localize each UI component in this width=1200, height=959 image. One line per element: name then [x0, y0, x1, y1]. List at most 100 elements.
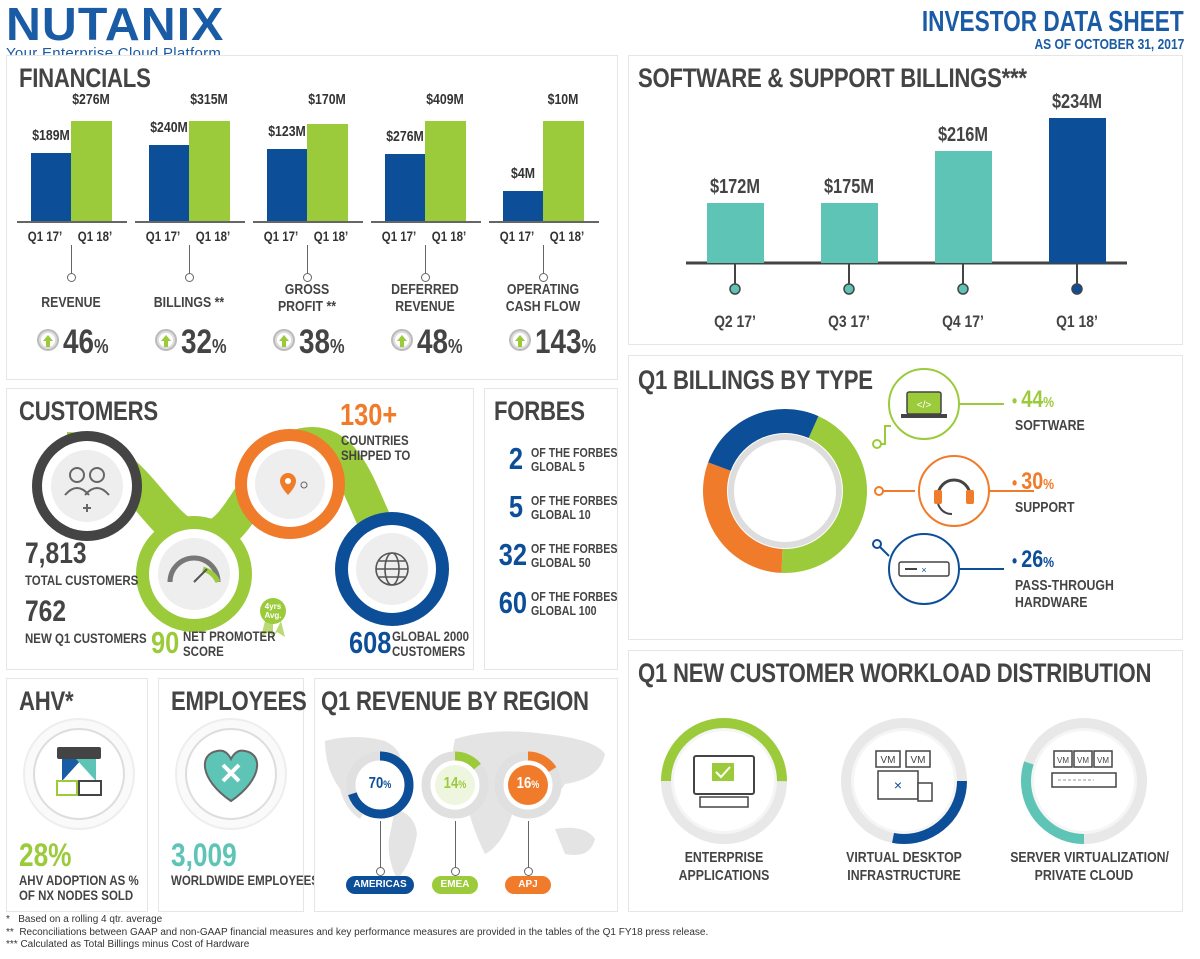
employees-value: 3,009: [171, 837, 237, 873]
svg-text:</>: </>: [917, 400, 932, 411]
vm-label: VM: [881, 755, 896, 766]
customers-title: CUSTOMERS: [19, 396, 158, 426]
svg-text:×: ×: [921, 565, 926, 575]
region-pct-value: 16: [516, 775, 532, 792]
region-arc: [346, 751, 414, 819]
fin-value-q1-17: $240M: [150, 119, 188, 136]
billings-type-name: PASS-THROUGH: [1015, 577, 1114, 594]
fin-metric-name: REVENUE: [395, 298, 455, 315]
ahv-panel: AHV* 28% AHV ADOPTION AS % OF NX NODES S…: [6, 678, 148, 912]
billings-type-panel: Q1 BILLINGS BY TYPE </> × • 44% SOFTWARE • …: [628, 355, 1183, 640]
forbes-label-2: GLOBAL 5: [531, 459, 585, 474]
region-pct-sign: %: [458, 779, 467, 791]
region-name-label: EMEA: [432, 876, 478, 894]
fin-tick-q1-17: Q1 17’: [27, 228, 63, 244]
pct-value: 30: [1021, 468, 1044, 495]
fin-bar-q1-17: [267, 149, 307, 221]
workload-label-2: PRIVATE CLOUD: [1034, 867, 1134, 884]
workload-ring: VM VM VM: [1021, 718, 1147, 844]
region-dot: [524, 867, 533, 876]
fin-metric-name: PROFIT **: [277, 298, 337, 315]
ahv-label-1: AHV ADOPTION AS %: [19, 872, 139, 888]
billings-category: Q3 17’: [828, 313, 870, 332]
workload-arc: [841, 718, 967, 844]
fin-metric-name: OPERATING: [506, 281, 580, 298]
new-customers-label: NEW Q1 CUSTOMERS: [25, 630, 147, 646]
svg-text:×: ×: [894, 777, 902, 793]
growth-value: 46: [63, 323, 95, 361]
region-connector: [528, 821, 529, 869]
billings-dot: [957, 283, 969, 295]
ribbon-badge-icon: [260, 598, 286, 637]
growth-value: 32: [181, 323, 213, 361]
fin-bar-q1-18: [425, 121, 466, 221]
footnote-2: ** Reconciliations between GAAP and non-…: [6, 926, 709, 938]
growth-value: 38: [299, 323, 331, 361]
g2000-value: 608: [349, 625, 392, 660]
fin-connector: [425, 245, 426, 275]
billings-bar-label: $172M: [710, 174, 760, 197]
fin-metric-name: GROSS: [284, 281, 330, 298]
fin-axis-line: [135, 221, 245, 223]
up-arrow-icon-glyph: [397, 334, 407, 347]
fin-growth: 143%: [535, 323, 596, 362]
fin-value-q1-18: $10M: [547, 91, 579, 108]
countries-value: 130+: [340, 397, 398, 432]
region-donut: [421, 751, 489, 819]
server-virtualization-icon: VM VM VM: [1051, 750, 1117, 788]
nps-value: 90: [151, 625, 180, 660]
pct-value: 26: [1021, 546, 1044, 573]
fin-bar-q1-17: [149, 145, 189, 221]
fin-bar-q1-17: [31, 153, 71, 221]
fin-growth: 32%: [181, 323, 227, 362]
sheet-title: INVESTOR DATA SHEET: [922, 6, 1184, 38]
as-of-date: AS OF OCTOBER 31, 2017: [1034, 36, 1184, 53]
up-arrow-icon-glyph: [279, 334, 289, 347]
fin-tick-q1-17: Q1 17’: [145, 228, 181, 244]
forbes-label-2: GLOBAL 10: [531, 507, 591, 522]
fin-tick-q1-17: Q1 17’: [499, 228, 535, 244]
forbes-number: 32: [498, 537, 527, 572]
map-pin-icon: [280, 473, 308, 495]
workload-label-2: APPLICATIONS: [678, 867, 770, 884]
countries-label-1: COUNTRIES: [341, 432, 409, 448]
fin-tick-q1-18: Q1 18’: [77, 228, 113, 244]
fin-tick-q1-18: Q1 18’: [431, 228, 467, 244]
region-pct: 16%: [508, 775, 549, 793]
billings-bar-label: $216M: [938, 122, 988, 145]
growth-value: 48: [417, 323, 449, 361]
fin-connector: [189, 245, 190, 275]
billings-type-name: SOFTWARE: [1015, 417, 1085, 434]
fin-bar-q1-18: [71, 121, 112, 221]
fin-value-q1-18: $276M: [72, 91, 110, 108]
billings-dot: [729, 283, 741, 295]
billings-type-title: Q1 BILLINGS BY TYPE: [638, 365, 873, 395]
forbes-title: FORBES: [494, 396, 585, 426]
financials-title: FINANCIALS: [19, 63, 151, 93]
donut-slice: [708, 409, 819, 471]
fin-tick-q1-17: Q1 17’: [263, 228, 299, 244]
donut-slice: [703, 462, 783, 573]
up-arrow-icon-glyph: [43, 334, 53, 347]
vm-label: VM: [1077, 756, 1089, 765]
billings-type-name: SUPPORT: [1015, 499, 1075, 516]
pct-value: 44: [1021, 386, 1044, 413]
growth-value: 143: [535, 323, 582, 361]
ahv-graphic: [23, 718, 135, 830]
growth-percent-sign: %: [330, 336, 345, 358]
fin-connector: [71, 245, 72, 275]
region-pct-sign: %: [531, 779, 540, 791]
billings-panel: SOFTWARE & SUPPORT BILLINGS*** $172M Q2 1…: [628, 55, 1183, 345]
forbes-label-2: GLOBAL 50: [531, 555, 591, 570]
billings-bar-label: $234M: [1052, 89, 1102, 112]
g2000-label-1: GLOBAL 2000: [392, 628, 469, 644]
fin-connector: [543, 245, 544, 275]
logo-text: NUTANIX: [6, 0, 225, 50]
billings-bar: [707, 203, 764, 263]
up-arrow-icon-glyph: [515, 334, 525, 347]
footnotes: * Based on a rolling 4 qtr. average ** R…: [6, 914, 708, 952]
billings-bar: [1049, 118, 1106, 263]
nps-label-2: SCORE: [183, 643, 224, 659]
workload-ring: VM VM ×: [841, 718, 967, 844]
billings-bar-label: $175M: [824, 174, 874, 197]
